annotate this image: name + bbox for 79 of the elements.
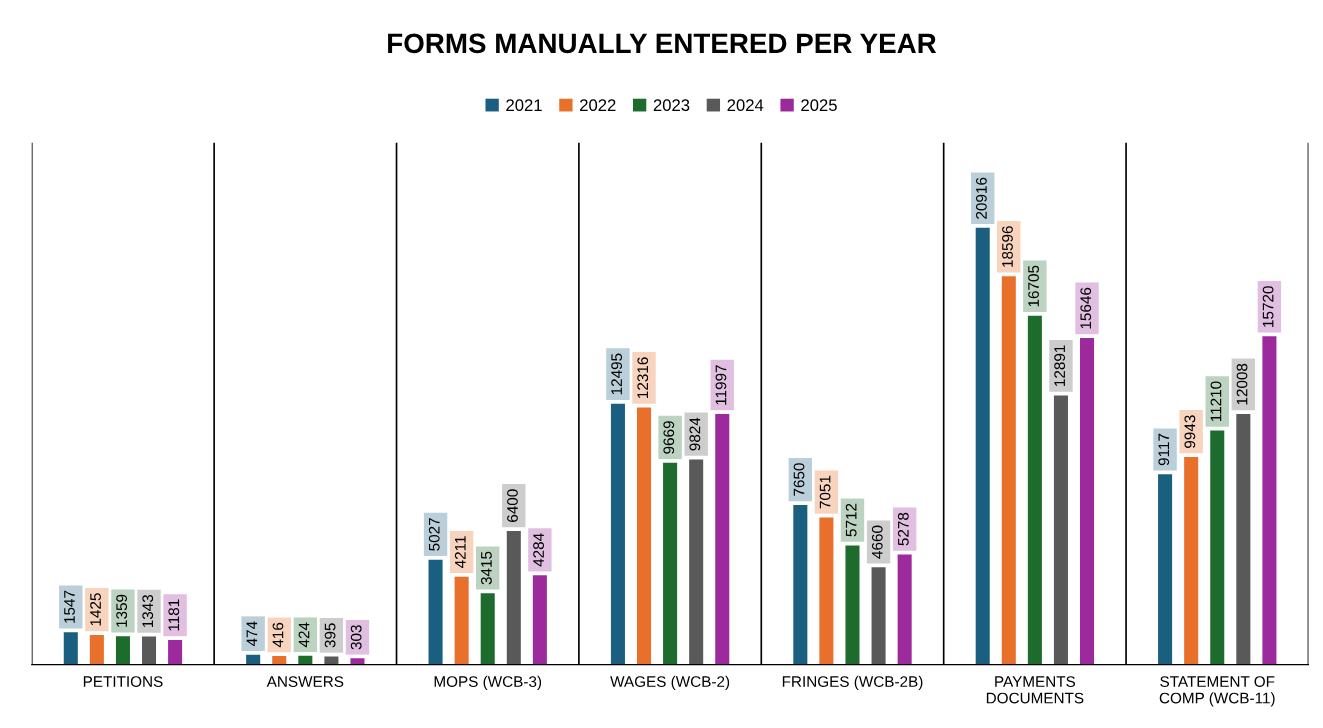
data-label: 3415 (481, 551, 492, 585)
data-label: 1343 (142, 594, 154, 628)
data-label: 395 (324, 623, 336, 648)
bar (350, 658, 365, 665)
bar (610, 403, 625, 665)
bar (819, 517, 834, 665)
data-label: 1359 (116, 594, 128, 627)
data-label: 5712 (845, 503, 857, 537)
legend-label: 2023 (653, 99, 690, 112)
data-label: 18596 (1002, 226, 1013, 267)
bar (975, 227, 990, 665)
legend-label: 2021 (506, 99, 542, 112)
data-label: 9824 (689, 417, 701, 451)
data-label: 4211 (454, 536, 466, 569)
x-tick-label: ANSWERS (266, 676, 344, 687)
x-tick-label: STATEMENT OF COMP (WCB-11) (1159, 676, 1275, 707)
data-label: 303 (350, 625, 362, 650)
legend-label: 2024 (727, 99, 764, 112)
bar (246, 654, 261, 665)
bar (1184, 457, 1199, 665)
bar (115, 636, 130, 665)
bar (324, 656, 339, 665)
data-label: 12891 (1054, 345, 1066, 386)
data-label: 16705 (1028, 265, 1039, 307)
data-label: 7051 (819, 475, 831, 509)
bar (663, 462, 678, 665)
x-tick-label: WAGES (WCB-2) (610, 675, 730, 691)
data-label: 15720 (1262, 286, 1274, 327)
bar (506, 531, 521, 665)
x-tick-label: PAYMENTS DOCUMENTS (986, 676, 1084, 704)
bar (897, 554, 912, 665)
legend-label: 2025 (801, 99, 837, 112)
data-label: 9669 (663, 421, 675, 454)
bar (871, 567, 886, 665)
data-label: 6400 (507, 489, 518, 522)
bar (142, 636, 157, 665)
x-tick-label: FRINGES (WCB-2B) (782, 675, 923, 691)
data-label: 474 (246, 621, 258, 647)
data-label: 15646 (1080, 287, 1092, 329)
x-tick-label: MOPS (WCB-3) (434, 675, 542, 691)
data-label: 9943 (1184, 415, 1196, 448)
data-label: 1425 (90, 593, 101, 626)
bar (689, 459, 704, 665)
bar (480, 593, 495, 665)
data-label: 12316 (637, 357, 649, 398)
data-label: 416 (272, 622, 284, 648)
data-label: 424 (298, 622, 310, 648)
bar (428, 559, 443, 665)
data-label: 11210 (1210, 381, 1222, 422)
data-label: 5027 (428, 518, 440, 551)
data-label: 12495 (611, 353, 623, 395)
data-label: 1547 (64, 590, 75, 623)
bar (1027, 315, 1042, 665)
data-label: 9117 (1158, 433, 1170, 466)
x-tick-label: PETITIONS (83, 676, 163, 687)
bar (272, 655, 287, 665)
data-label: 4284 (533, 533, 544, 567)
data-label: 4660 (871, 525, 883, 559)
bar (1158, 474, 1173, 665)
bar (454, 576, 469, 665)
bar (1262, 336, 1277, 665)
bar (63, 632, 78, 665)
data-label: 5278 (897, 512, 909, 546)
legend-label: 2022 (580, 99, 616, 112)
bar (532, 575, 547, 665)
data-label: 12008 (1236, 363, 1248, 405)
bar (1053, 395, 1068, 665)
bar (715, 414, 730, 665)
bar (1001, 276, 1016, 665)
data-label: 7650 (793, 463, 805, 496)
chart-title: FORMS MANUALLY ENTERED PER YEAR (388, 33, 937, 54)
data-label: 20916 (975, 177, 987, 219)
bar (637, 407, 652, 665)
bar (298, 655, 313, 665)
bar (1210, 430, 1225, 665)
data-label: 1181 (168, 599, 180, 631)
bar (168, 640, 183, 665)
bar (845, 545, 860, 665)
data-label: 11997 (715, 365, 727, 405)
